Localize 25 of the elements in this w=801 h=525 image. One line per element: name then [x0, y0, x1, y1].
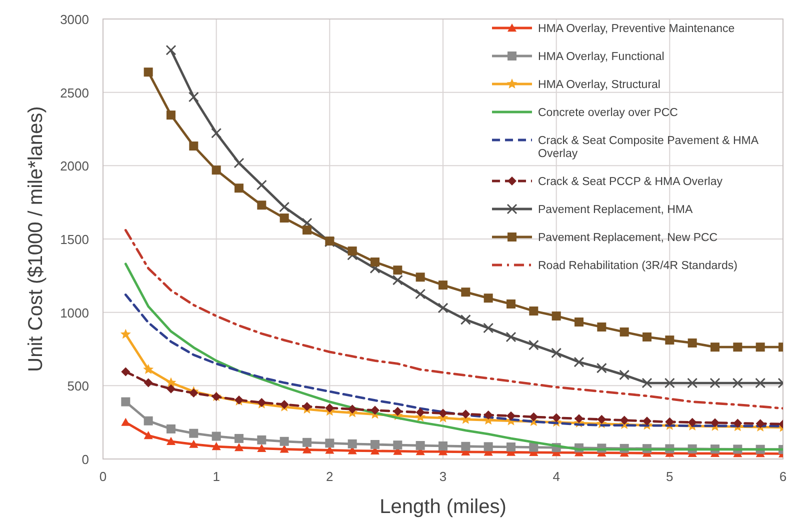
x-tick-label: 5 — [666, 469, 674, 484]
legend-label: HMA Overlay, Preventive Maintenance — [538, 23, 735, 35]
y-tick-label: 2500 — [60, 85, 89, 100]
y-axis-title: Unit Cost ($1000 / mile*lanes) — [25, 106, 47, 372]
x-axis-title: Length (miles) — [380, 496, 506, 518]
x-tick-label: 0 — [99, 469, 107, 484]
x-tick-label: 1 — [212, 469, 220, 484]
legend-label: Pavement Replacement, New PCC — [538, 232, 718, 244]
legend-label: HMA Overlay, Functional — [538, 51, 664, 63]
legend-label: Pavement Replacement, HMA — [538, 204, 694, 216]
y-tick-label: 2000 — [60, 158, 89, 174]
x-tick-label: 3 — [439, 469, 447, 484]
y-tick-label: 3000 — [60, 12, 89, 27]
legend-label: Road Rehabilitation (3R/4R Standards) — [538, 260, 738, 272]
y-tick-label: 500 — [67, 378, 89, 394]
legend-label: Crack & Seat PCCP & HMA Overlay — [538, 176, 723, 188]
legend-label: HMA Overlay, Structural — [538, 79, 660, 91]
legend-label: Crack & Seat Composite Pavement & HMA Overlay — [538, 135, 759, 160]
y-tick-label: 1500 — [60, 232, 89, 247]
x-tick-label: 2 — [326, 469, 334, 484]
y-tick-label: 0 — [82, 452, 89, 467]
y-tick-label: 1000 — [60, 305, 89, 320]
x-tick-label: 4 — [552, 469, 560, 484]
legend-label: Concrete overlay over PCC — [538, 107, 678, 119]
x-tick-label: 6 — [779, 469, 787, 484]
